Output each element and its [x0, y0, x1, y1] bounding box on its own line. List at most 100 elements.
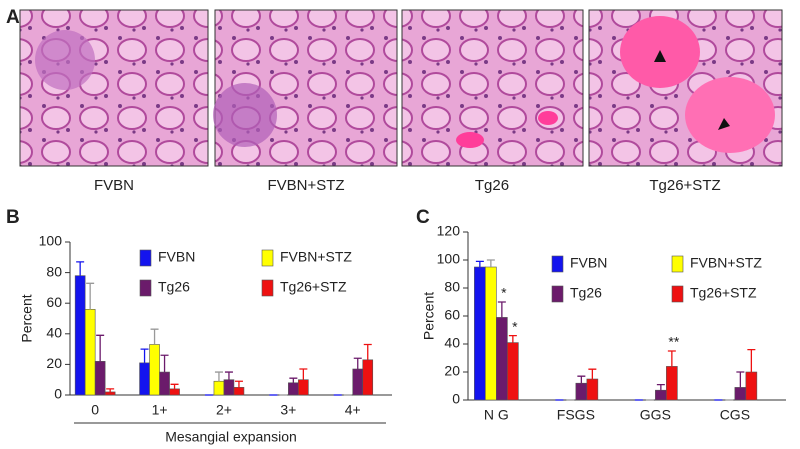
- bar: [586, 378, 599, 401]
- error-bar: [656, 383, 665, 391]
- bar: [575, 382, 588, 401]
- cast: [456, 132, 484, 148]
- glomerulus: [213, 83, 277, 147]
- legend-swatch: [671, 255, 684, 273]
- legend-swatch: [139, 279, 152, 297]
- cast: [685, 77, 775, 153]
- legend-label: Tg26+STZ: [280, 279, 347, 295]
- legend-swatch: [261, 249, 274, 267]
- error-bar: [577, 375, 586, 384]
- x-tick-label: FSGS: [557, 407, 595, 423]
- image-tg26: [401, 9, 584, 167]
- y-tick-label: 0: [54, 386, 62, 402]
- y-axis-label: Percent: [421, 292, 437, 340]
- x-tick-label: 1+: [152, 402, 168, 418]
- error-bar: [96, 334, 105, 362]
- error-bar: [508, 334, 517, 343]
- error-bar: [363, 343, 372, 360]
- error-bar: [160, 354, 169, 373]
- bar: [352, 368, 364, 396]
- legend-swatch: [261, 279, 274, 297]
- image-fvbn: [19, 9, 209, 167]
- error-bar: [667, 350, 676, 367]
- significance-mark: *: [501, 285, 507, 301]
- x-tick-label: 0: [91, 402, 99, 418]
- x-axis-label: Mesangial expansion: [165, 429, 297, 445]
- image-caption: FVBN+STZ: [267, 177, 344, 194]
- cast: [538, 111, 558, 125]
- error-bar: [140, 348, 149, 363]
- error-bar: [736, 371, 745, 388]
- error-bar: [86, 282, 95, 310]
- bar: [159, 371, 170, 396]
- error-bar: [170, 383, 179, 389]
- x-tick-label: N G: [484, 407, 509, 423]
- glomerulus: [35, 30, 95, 90]
- y-tick-label: 40: [46, 325, 62, 341]
- y-tick-label: 100: [39, 233, 63, 249]
- legend-label: FVBN+STZ: [690, 255, 762, 271]
- error-bar: [353, 357, 362, 369]
- bar: [223, 379, 235, 396]
- error-bar: [76, 261, 85, 276]
- bar: [507, 342, 519, 401]
- error-bar: [234, 380, 243, 388]
- x-tick-label: 3+: [280, 402, 296, 418]
- error-bar: [497, 301, 506, 318]
- bar: [298, 379, 309, 396]
- bar: [474, 266, 486, 401]
- image-caption: Tg26+STZ: [649, 177, 720, 194]
- error-bar: [475, 260, 484, 267]
- legend-swatch: [551, 255, 564, 273]
- image-caption: FVBN: [94, 177, 134, 194]
- panel-label: A: [6, 7, 20, 28]
- bar: [94, 361, 106, 396]
- bar: [655, 389, 667, 401]
- legend-label: FVBN: [158, 249, 195, 265]
- bar: [74, 275, 86, 396]
- arrowhead: [654, 50, 666, 62]
- legend-label: FVBN+STZ: [280, 249, 352, 265]
- panel-label: B: [6, 207, 20, 228]
- x-tick-label: CGS: [720, 407, 750, 423]
- bar: [169, 388, 180, 396]
- significance-mark: *: [512, 318, 518, 334]
- legend-swatch: [671, 285, 684, 303]
- arrowhead: [718, 118, 730, 130]
- bar: [149, 344, 160, 396]
- error-bar: [747, 348, 756, 372]
- legend-label: Tg26: [158, 279, 190, 295]
- y-tick-label: 100: [437, 251, 461, 267]
- error-bar: [486, 259, 495, 267]
- x-tick-label: GGS: [640, 407, 671, 423]
- bar: [485, 266, 497, 401]
- bar: [734, 387, 747, 401]
- legend-label: Tg26+STZ: [690, 285, 757, 301]
- legend-label: FVBN: [570, 255, 607, 271]
- legend-label: Tg26: [570, 285, 602, 301]
- bar: [745, 371, 758, 401]
- bar: [139, 362, 150, 396]
- y-tick-label: 120: [437, 223, 461, 239]
- bar: [666, 366, 678, 401]
- y-tick-label: 20: [46, 355, 62, 371]
- error-bar: [224, 371, 233, 380]
- panel-label: C: [416, 207, 430, 228]
- y-tick-label: 40: [444, 335, 460, 351]
- error-bar: [289, 377, 298, 383]
- legend-swatch: [139, 249, 152, 267]
- bar: [362, 359, 374, 396]
- error-bar: [299, 368, 308, 380]
- y-tick-label: 60: [46, 294, 62, 310]
- histology-images: [19, 9, 783, 167]
- bar: [496, 317, 508, 401]
- error-bar: [150, 328, 159, 345]
- y-tick-label: 20: [444, 363, 460, 379]
- bar: [213, 380, 225, 396]
- y-axis-label: Percent: [19, 294, 35, 342]
- x-tick-label: 4+: [345, 402, 361, 418]
- significance-mark: **: [668, 334, 679, 350]
- image-caption: Tg26: [475, 177, 509, 194]
- bar: [84, 309, 96, 396]
